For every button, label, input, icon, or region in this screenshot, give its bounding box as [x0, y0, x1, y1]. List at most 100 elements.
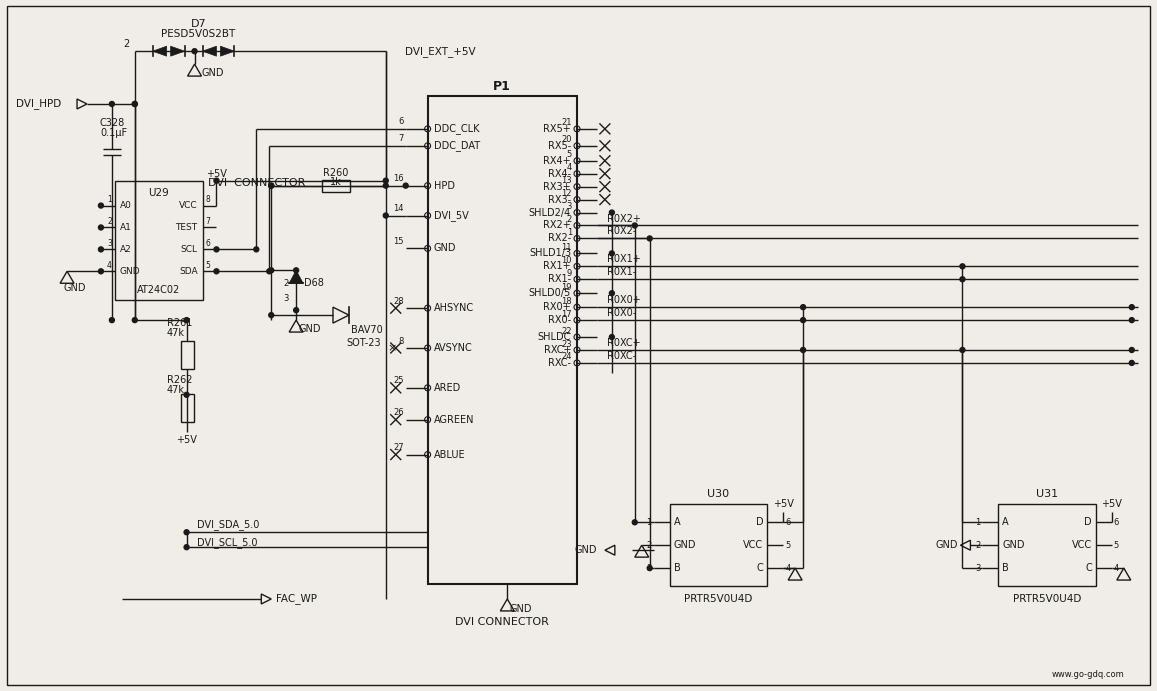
Text: 7: 7 [206, 217, 211, 226]
Text: RX0-: RX0- [548, 315, 572, 325]
Circle shape [132, 102, 138, 106]
Polygon shape [153, 46, 167, 56]
Text: R0X2+: R0X2+ [607, 214, 641, 223]
Polygon shape [289, 270, 303, 283]
Text: D: D [756, 518, 764, 527]
Text: PESD5V0S2BT: PESD5V0S2BT [162, 29, 236, 39]
Text: SHLD2/4: SHLD2/4 [529, 207, 572, 218]
Text: ARED: ARED [434, 383, 460, 392]
Text: 14: 14 [393, 204, 404, 213]
Text: 6: 6 [398, 117, 404, 126]
Circle shape [184, 545, 189, 549]
Text: SOT-23: SOT-23 [346, 338, 381, 348]
Circle shape [268, 268, 274, 273]
Text: 5: 5 [567, 150, 572, 159]
Text: R261: R261 [167, 318, 192, 328]
Bar [322, 180, 349, 191]
Text: +5V: +5V [176, 435, 197, 444]
Text: D: D [1084, 518, 1092, 527]
Text: 4: 4 [786, 564, 790, 573]
Text: C: C [1085, 563, 1092, 573]
Circle shape [960, 348, 965, 352]
Text: RX4+: RX4+ [544, 155, 572, 166]
Text: +5V: +5V [773, 500, 794, 509]
Circle shape [214, 247, 219, 252]
Circle shape [632, 223, 638, 228]
Text: 13: 13 [561, 176, 572, 185]
Text: RX2+: RX2+ [544, 220, 572, 231]
Circle shape [610, 251, 614, 256]
Text: 2: 2 [647, 540, 651, 550]
Circle shape [214, 269, 219, 274]
Circle shape [184, 392, 189, 397]
Circle shape [632, 520, 638, 524]
Circle shape [647, 566, 653, 571]
Text: RX3-: RX3- [548, 195, 572, 205]
Text: 5: 5 [206, 261, 211, 269]
Text: 8: 8 [398, 337, 404, 346]
Text: PRTR5V0U4D: PRTR5V0U4D [684, 594, 752, 604]
Text: DVI_SCL_5.0: DVI_SCL_5.0 [197, 537, 257, 548]
Text: AHSYNC: AHSYNC [434, 303, 473, 313]
Circle shape [132, 318, 138, 323]
Text: 1: 1 [567, 228, 572, 237]
Text: D7: D7 [191, 19, 206, 29]
Text: 17: 17 [561, 310, 572, 319]
Text: RX4-: RX4- [548, 169, 572, 179]
Circle shape [268, 312, 274, 318]
Text: R262: R262 [167, 375, 192, 385]
Text: R260: R260 [323, 168, 348, 178]
Text: U31: U31 [1036, 489, 1059, 500]
Text: C: C [757, 563, 764, 573]
Polygon shape [170, 46, 185, 56]
Text: SDA: SDA [179, 267, 198, 276]
Text: SHLD0/5: SHLD0/5 [529, 288, 572, 299]
Text: RX1-: RX1- [548, 274, 572, 284]
Text: DVI_HPD: DVI_HPD [16, 99, 61, 109]
Text: 11: 11 [561, 243, 572, 252]
Text: RXC-: RXC- [548, 358, 572, 368]
Text: GND: GND [509, 604, 532, 614]
Circle shape [110, 318, 115, 323]
Text: BAV70: BAV70 [351, 325, 383, 335]
Text: B: B [673, 563, 680, 573]
Text: GND: GND [120, 267, 140, 276]
Text: GND: GND [299, 324, 320, 334]
Bar [115, 180, 202, 300]
Text: R0XC-: R0XC- [607, 351, 636, 361]
Text: 22: 22 [561, 327, 572, 336]
Text: 3: 3 [647, 564, 651, 573]
Circle shape [960, 264, 965, 269]
Circle shape [98, 247, 103, 252]
Text: R0XC+: R0XC+ [607, 338, 641, 348]
Text: SHLD1/3: SHLD1/3 [529, 248, 572, 258]
Text: DVI_5V: DVI_5V [434, 210, 469, 221]
Bar [670, 504, 767, 586]
Text: R0X2-: R0X2- [607, 227, 636, 236]
Text: DVI_EXT_+5V: DVI_EXT_+5V [405, 46, 476, 57]
Text: B: B [1002, 563, 1009, 573]
Text: 4: 4 [567, 163, 572, 172]
Text: GND: GND [434, 243, 456, 254]
Circle shape [960, 277, 965, 282]
Circle shape [1129, 361, 1134, 366]
Text: FAC_WP: FAC_WP [277, 594, 317, 605]
Text: R0X0+: R0X0+ [607, 295, 641, 305]
Text: 1: 1 [975, 518, 980, 527]
Text: 47k: 47k [167, 328, 185, 338]
Circle shape [403, 183, 408, 188]
Text: AVSYNC: AVSYNC [434, 343, 472, 353]
Text: 20: 20 [561, 135, 572, 144]
Text: R0X0-: R0X0- [607, 308, 636, 318]
Text: DVI  CONNECTOR: DVI CONNECTOR [207, 178, 305, 188]
Circle shape [184, 530, 189, 535]
Text: DVI CONNECTOR: DVI CONNECTOR [456, 617, 550, 627]
Text: RX5-: RX5- [547, 141, 572, 151]
Text: GND: GND [201, 68, 224, 78]
Text: RX1+: RX1+ [544, 261, 572, 272]
Text: AGREEN: AGREEN [434, 415, 474, 425]
Circle shape [214, 178, 219, 183]
Circle shape [253, 247, 259, 252]
Text: 27: 27 [393, 443, 404, 452]
Text: 2: 2 [567, 215, 572, 224]
